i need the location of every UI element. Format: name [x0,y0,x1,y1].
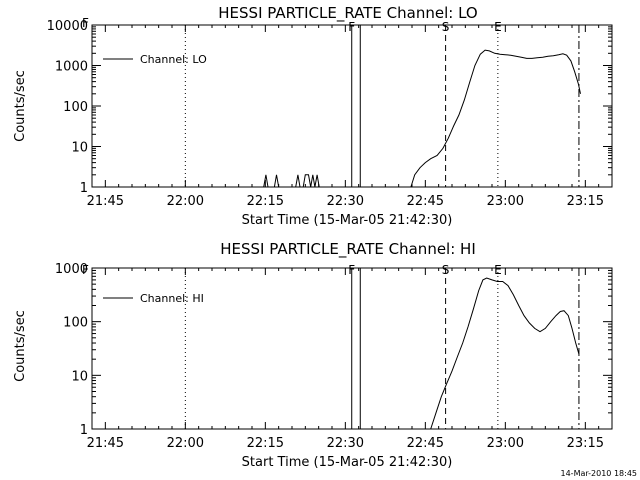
x-tick-label: 22:00 [167,194,204,209]
x-tick-label: 22:30 [327,194,364,209]
chart-title: HESSI PARTICLE_RATE Channel: LO [218,4,477,23]
y-axis-label: Counts/sec [13,310,28,382]
footer-timestamp: 14-Mar-2010 18:45 [561,469,638,478]
y-tick-label: 10 [71,369,88,384]
x-tick-label: 23:15 [567,436,604,451]
x-axis-label: Start Time (15-Mar-05 21:42:30) [242,213,453,228]
x-tick-label: 21:45 [87,436,124,451]
y-axis-label: Counts/sec [13,70,28,142]
series-line [263,174,280,188]
corner-label: F [82,263,89,277]
event-marker-label: S [442,263,450,277]
chart-panel-hi: HESSI PARTICLE_RATE Channel: HI Counts/s… [13,240,613,470]
x-tick-label: 23:00 [487,194,524,209]
event-marker-label: E [494,20,502,34]
chart-panel-lo: HESSI PARTICLE_RATE Channel: LO Counts/s… [13,4,613,228]
event-marker-label: F [348,263,355,277]
y-tick-label: 1 [80,181,88,196]
series-line [295,174,320,188]
x-tick-label: 22:00 [167,436,204,451]
x-tick-label: 21:45 [87,194,124,209]
event-marker-label: S [442,20,450,34]
x-tick-label: 22:15 [247,436,284,451]
chart-title: HESSI PARTICLE_RATE Channel: HI [220,240,476,259]
x-tick-label: 22:30 [327,436,364,451]
legend-entry: Channel: HI [140,292,204,305]
legend: Channel: LO [103,53,207,66]
event-marker-label: F [348,20,355,34]
y-tick-label: 1000 [55,60,88,75]
y-tick-label: 100 [63,100,88,115]
x-tick-label: 23:00 [487,436,524,451]
x-tick-label: 22:15 [247,194,284,209]
x-tick-label: 23:15 [567,194,604,209]
corner-label: F [82,16,89,30]
series-line [430,277,580,430]
x-axis-label: Start Time (15-Mar-05 21:42:30) [242,455,453,470]
plot-area: 21:45 22:00 22:15 22:30 22:45 23:00 23:15 1 10 10… [55,262,613,451]
x-tick-label: 22:45 [407,194,444,209]
y-tick-label: 1000 [55,262,88,277]
event-marker-label: E [494,263,502,277]
legend-entry: Channel: LO [140,53,207,66]
y-tick-label: 1 [80,423,88,438]
y-tick-label: 10000 [47,19,88,34]
plot-area: 21:45 22:00 22:15 22:30 22:45 23:00 23:15 1 10 10… [47,19,613,209]
y-tick-label: 100 [63,316,88,331]
legend: Channel: HI [103,292,204,305]
series-line [410,49,581,188]
x-tick-label: 22:45 [407,436,444,451]
y-tick-label: 10 [71,141,88,156]
